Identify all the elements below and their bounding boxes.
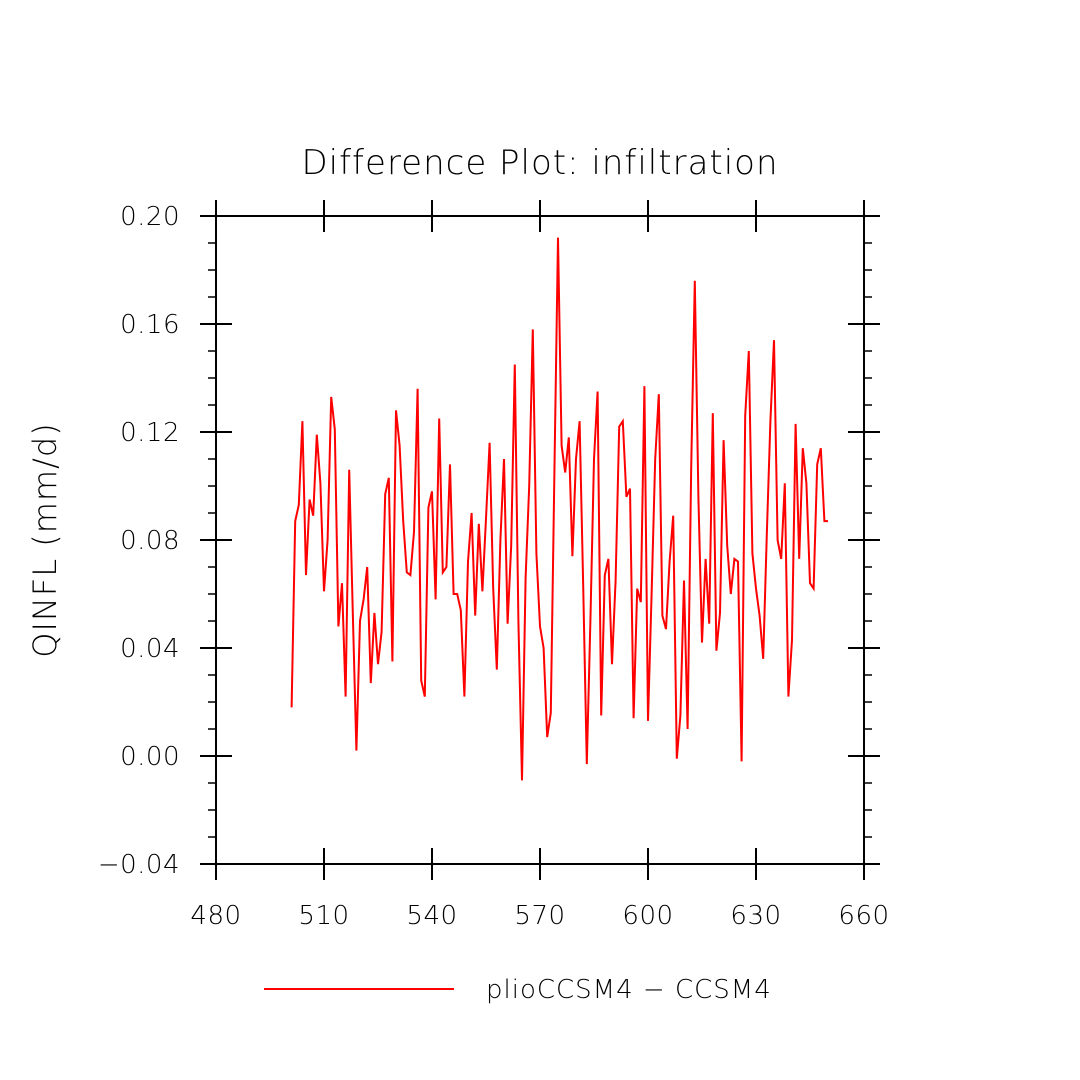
x-tick-label: 630 [730,901,781,931]
y-axis-title: QINFL (mm/d) [26,422,64,657]
x-tick-label: 660 [838,901,889,931]
legend-label: plioCCSM4 − CCSM4 [486,975,772,1005]
y-tick-label: 0.16 [120,310,180,340]
y-tick-label: 0.20 [120,202,180,232]
ticks [200,200,880,880]
chart-title: Difference Plot: infiltration [301,143,778,183]
y-tick-label: 0.08 [120,526,180,556]
x-tick-label: 510 [298,901,349,931]
y-tick-label: 0.04 [120,634,180,664]
x-tick-label: 480 [190,901,241,931]
legend: plioCCSM4 − CCSM4 [264,975,772,1005]
tick-labels: 480 510 540 570 600 630 660 −0.04 0.00 0.04 0.08 0.… [98,202,889,931]
y-tick-label: −0.04 [98,850,180,880]
x-tick-label: 570 [514,901,565,931]
x-tick-label: 540 [406,901,457,931]
series-line [290,237,828,781]
y-tick-label: 0.12 [120,418,180,448]
y-tick-label: 0.00 [120,742,180,772]
x-tick-label: 600 [622,901,673,931]
